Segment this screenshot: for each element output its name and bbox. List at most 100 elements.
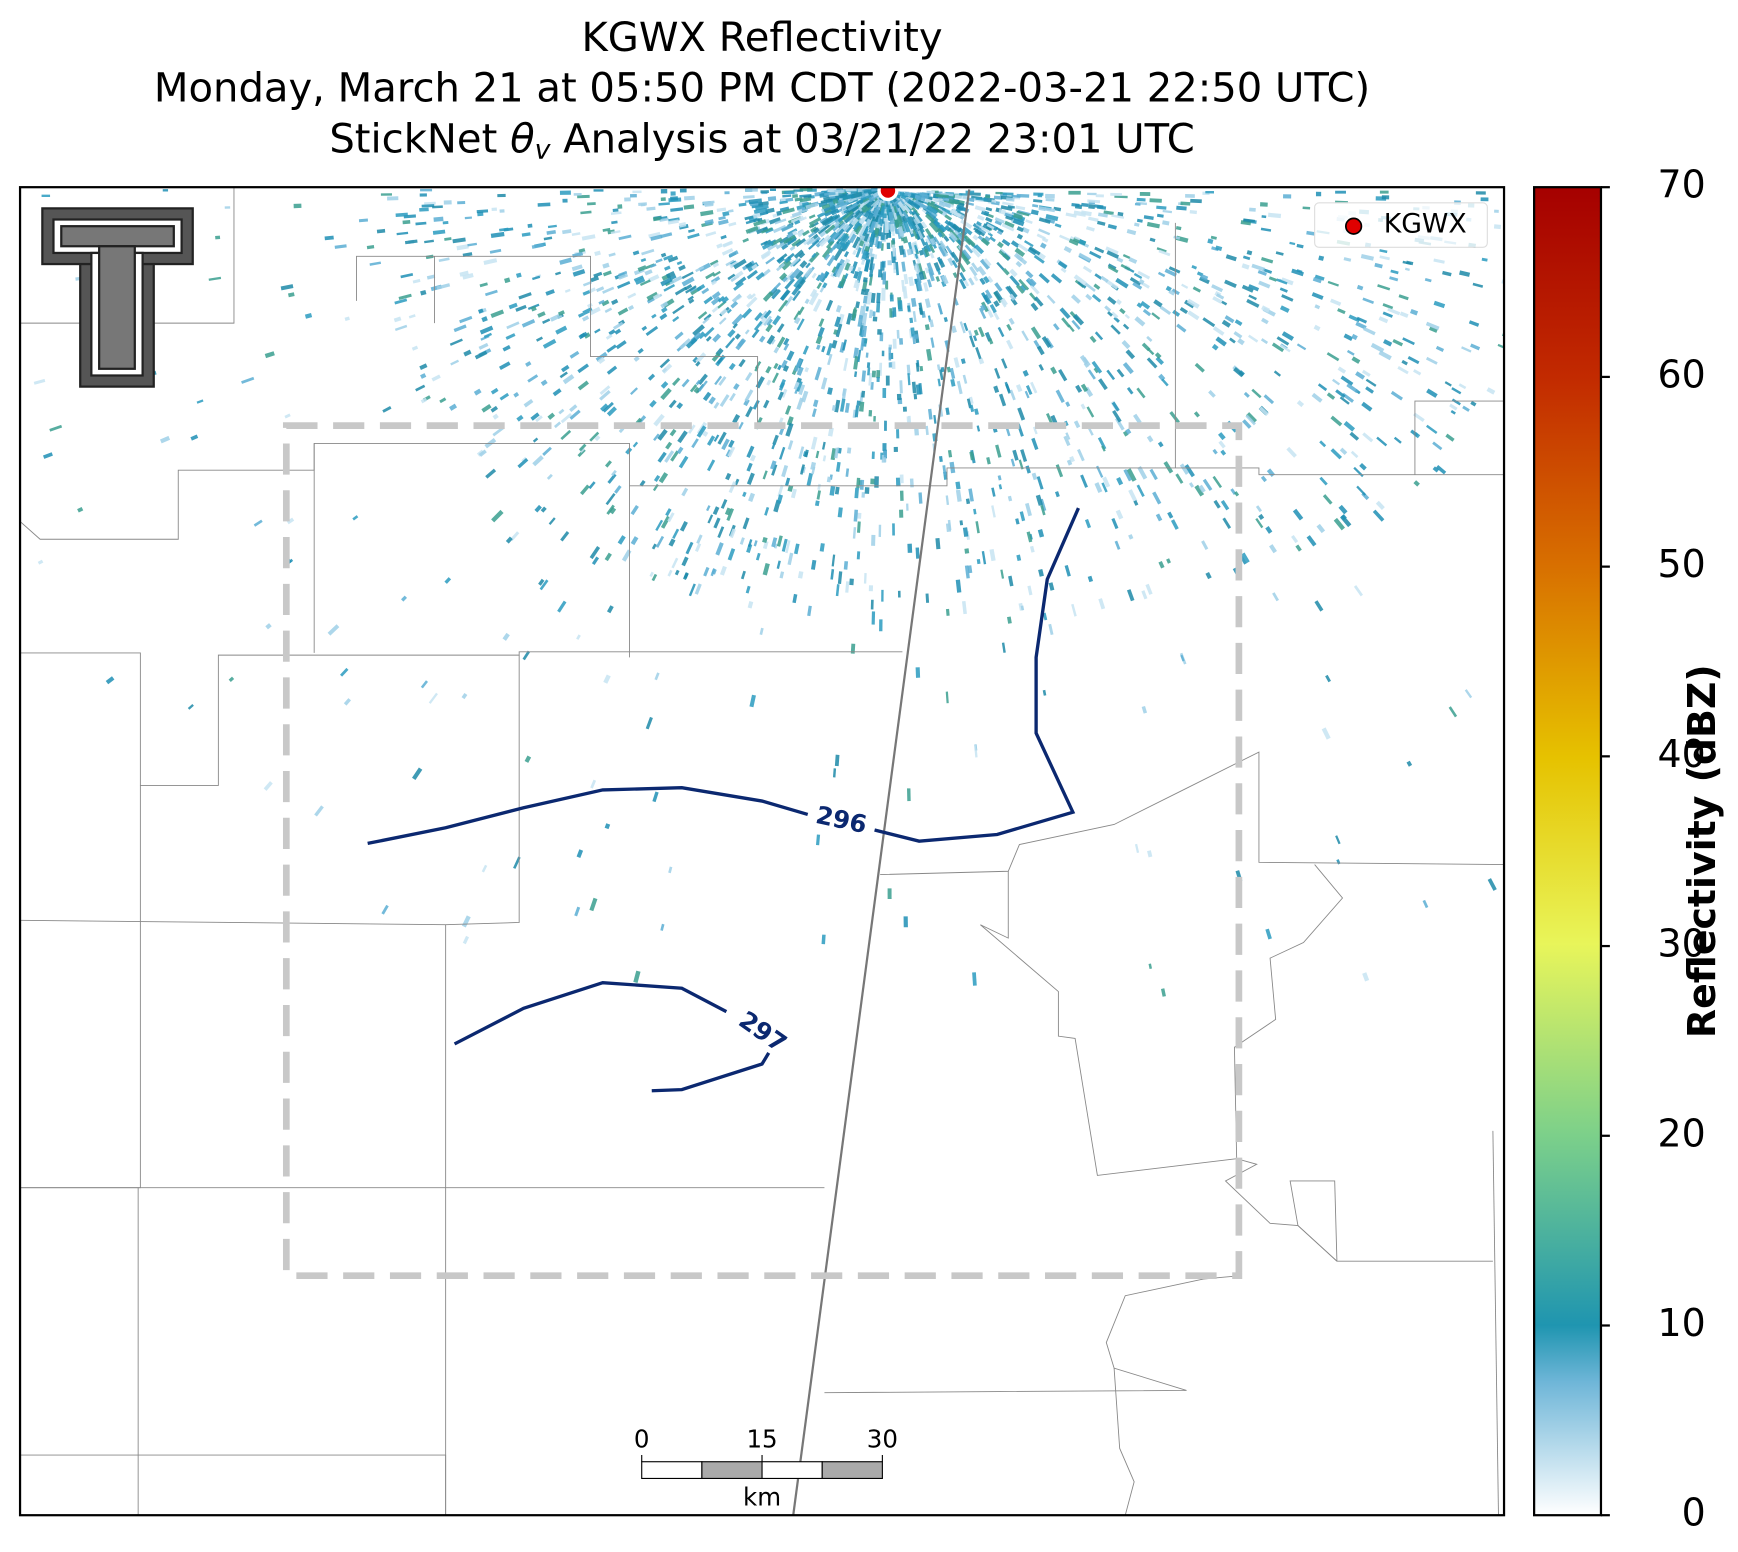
echo [1382,303,1394,310]
echo [977,265,987,276]
echo [1027,585,1033,596]
echo [660,232,673,239]
echo [1036,476,1044,490]
echo [1378,316,1389,324]
echo [775,241,787,250]
echo [1039,242,1047,249]
echo [881,287,886,301]
echo [1020,605,1025,611]
echo [1335,835,1341,845]
echo [560,413,573,424]
echo [1176,205,1187,211]
echo [681,487,689,497]
echo [787,552,794,566]
echo [1314,274,1325,281]
echo [1448,706,1458,718]
echo [1091,360,1103,374]
echo [975,346,982,360]
echo [986,457,991,465]
echo [562,198,568,203]
echo [1133,500,1139,506]
echo [1459,270,1471,277]
echo [1189,210,1198,215]
echo [821,246,833,259]
echo [1311,392,1323,403]
echo [1065,432,1071,440]
echo [540,379,548,387]
echo [657,451,667,463]
echo [381,904,389,915]
echo [971,247,981,258]
echo [1139,192,1151,196]
echo [734,276,747,287]
echo [1164,268,1177,277]
echo [741,307,753,319]
echo [42,452,53,459]
echo [611,298,619,305]
echo [1064,564,1071,577]
echo [37,559,44,565]
echo [1160,988,1166,997]
echo [1009,389,1016,401]
echo [858,223,868,237]
echo [1145,583,1153,595]
echo [688,298,695,304]
echo [695,379,701,386]
echo [602,270,612,277]
echo [665,508,672,517]
echo [716,243,723,249]
echo [746,472,755,485]
echo [1129,277,1142,286]
echo [630,536,639,546]
echo [846,229,857,244]
echo [945,608,950,616]
echo [77,506,84,513]
echo [1045,198,1055,202]
echo [883,213,887,219]
echo [658,472,669,484]
echo [698,262,711,272]
echo [438,257,450,263]
echo [762,540,769,550]
echo [980,237,991,247]
echo [777,391,784,401]
echo [1306,535,1317,547]
echo [681,276,695,287]
echo [936,268,942,275]
echo [1338,504,1348,515]
echo [1291,534,1299,544]
echo [1372,509,1385,522]
title-line: Monday, March 21 at 05:50 PM CDT (2022-0… [154,65,1370,111]
echo [745,371,753,382]
echo [798,446,805,459]
echo [1155,356,1165,366]
echo [564,288,571,293]
echo [1339,396,1350,405]
echo [880,232,885,241]
echo [844,262,851,271]
echo [602,401,614,413]
echo [1255,517,1264,529]
echo [830,208,840,216]
echo [962,374,968,384]
echo [976,425,981,432]
echo [771,464,778,476]
echo [1018,278,1030,291]
echo [1326,392,1336,400]
echo [576,849,584,858]
echo [838,232,848,243]
echo [760,250,772,259]
echo [1493,224,1502,230]
echo [653,433,660,442]
echo [577,380,589,391]
echo [1122,430,1129,437]
echo [937,302,943,315]
radar-echoes [33,187,1505,997]
echo [774,218,787,225]
echo [1128,534,1134,540]
echo [1038,364,1044,371]
echo [1112,410,1122,423]
echo [1356,485,1367,496]
echo [660,306,668,313]
echo [985,216,993,223]
